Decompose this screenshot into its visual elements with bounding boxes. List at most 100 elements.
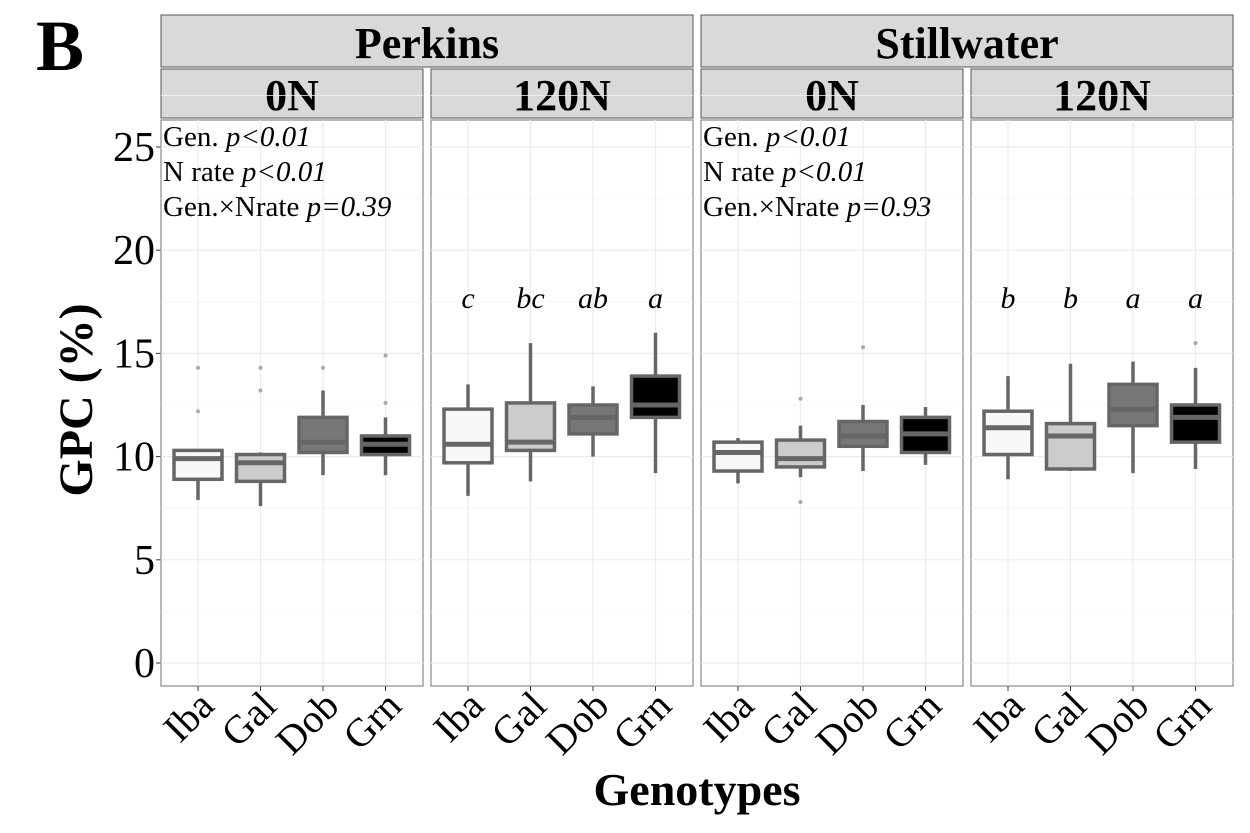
x-tick-label: Gal bbox=[752, 683, 825, 756]
y-tick-label: 0 bbox=[134, 641, 155, 687]
anova-annotation: Gen.×Nrate p=0.39 bbox=[163, 191, 392, 223]
outlier-point bbox=[383, 400, 388, 405]
box-iqr bbox=[297, 415, 349, 455]
panel-background bbox=[160, 119, 424, 687]
x-tick-label: Gal bbox=[212, 683, 285, 756]
anova-term: Gen. bbox=[703, 121, 766, 153]
significance-letter: ab bbox=[578, 282, 608, 315]
x-tick-label: Grn bbox=[604, 683, 680, 759]
x-tick-label: Grn bbox=[874, 683, 950, 759]
y-axis-label: GPC (%) bbox=[50, 303, 103, 496]
y-tick-label: 25 bbox=[113, 125, 155, 171]
facet-strip-location bbox=[160, 14, 694, 68]
anova-annotation: N rate p<0.01 bbox=[163, 156, 327, 188]
significance-letter: bc bbox=[516, 282, 544, 315]
box-dob bbox=[837, 345, 889, 472]
panel-background bbox=[700, 119, 964, 687]
facet-strip-nrate bbox=[430, 68, 694, 119]
anova-p-value: p=0.93 bbox=[845, 191, 932, 223]
y-tick-label: 10 bbox=[113, 435, 155, 481]
outlier-point bbox=[383, 353, 388, 358]
panel-perkins-0n bbox=[160, 95, 424, 687]
box-iqr bbox=[712, 440, 764, 473]
facet-strip-nrate bbox=[160, 68, 424, 119]
box-iqr bbox=[982, 409, 1034, 457]
anova-p-value: p<0.01 bbox=[224, 121, 311, 153]
box-iqr bbox=[442, 407, 494, 465]
box-gal bbox=[1044, 363, 1097, 472]
anova-term: Gen.×Nrate bbox=[703, 191, 847, 223]
anova-p-value: p<0.01 bbox=[780, 156, 867, 188]
x-tick-label: Iba bbox=[694, 682, 762, 750]
facet-location-label: Perkins bbox=[355, 19, 499, 68]
x-tick-label: Dob bbox=[807, 683, 888, 764]
box-iqr bbox=[1169, 403, 1222, 444]
facet-strip-location bbox=[700, 14, 1234, 68]
facet-strip-nrate bbox=[970, 68, 1234, 119]
box-grn bbox=[899, 407, 952, 465]
facet-strip-nrate bbox=[700, 68, 964, 119]
outlier-point bbox=[798, 396, 803, 401]
x-tick-label: Iba bbox=[424, 682, 492, 750]
anova-term: Gen. bbox=[163, 121, 226, 153]
x-tick-label: Gal bbox=[1022, 683, 1095, 756]
significance-letter: b bbox=[1063, 282, 1078, 315]
outlier-point bbox=[1193, 341, 1198, 346]
box-gal bbox=[234, 365, 287, 507]
panel-perkins-120n: c bc ab a bbox=[430, 95, 694, 687]
panel-stillwater-0n bbox=[700, 95, 964, 687]
box-iqr bbox=[774, 438, 827, 469]
box-dob bbox=[567, 386, 619, 457]
x-tick-label: Gal bbox=[482, 683, 555, 756]
y-tick-label: 5 bbox=[134, 538, 155, 584]
box-grn bbox=[629, 332, 682, 474]
anova-p-value: p<0.01 bbox=[764, 121, 851, 153]
box-iqr bbox=[1107, 382, 1159, 428]
outlier-point bbox=[258, 365, 263, 370]
box-grn bbox=[359, 353, 412, 476]
y-tick-label: 15 bbox=[113, 331, 155, 377]
anova-term: N rate bbox=[703, 156, 782, 188]
anova-term: Gen.×Nrate bbox=[163, 191, 307, 223]
x-tick-label: Iba bbox=[154, 682, 222, 750]
box-iqr bbox=[629, 374, 682, 420]
box-iqr bbox=[172, 448, 224, 482]
anova-annotation: Gen. p<0.01 bbox=[703, 121, 851, 153]
anova-p-value: p=0.39 bbox=[305, 191, 392, 223]
outlier-point bbox=[798, 500, 803, 505]
anova-p-value: p<0.01 bbox=[240, 156, 327, 188]
significance-letter: a bbox=[1126, 282, 1141, 315]
y-tick-label: 20 bbox=[113, 228, 155, 274]
outlier-point bbox=[321, 365, 325, 370]
box-iqr bbox=[1044, 421, 1097, 471]
panel-letter: B bbox=[36, 6, 84, 86]
x-tick-label: Dob bbox=[1077, 683, 1158, 764]
anova-term: N rate bbox=[163, 156, 242, 188]
outlier-point bbox=[861, 345, 865, 350]
outlier-point bbox=[196, 365, 200, 370]
box-gal bbox=[774, 396, 827, 505]
anova-annotation: N rate p<0.01 bbox=[703, 156, 867, 188]
x-tick-label: Dob bbox=[267, 683, 348, 764]
box-iba bbox=[712, 438, 764, 484]
significance-letter: a bbox=[1188, 282, 1203, 315]
box-iba bbox=[442, 384, 494, 496]
x-tick-label: Grn bbox=[334, 683, 410, 759]
box-dob bbox=[1107, 361, 1159, 474]
anova-annotation: Gen.×Nrate p=0.93 bbox=[703, 191, 931, 223]
significance-letter: c bbox=[461, 282, 474, 315]
box-iba bbox=[172, 365, 224, 500]
facet-location-label: Stillwater bbox=[875, 19, 1058, 68]
box-iba bbox=[982, 376, 1034, 480]
box-gal bbox=[504, 343, 557, 482]
outlier-point bbox=[258, 388, 263, 393]
x-tick-label: Iba bbox=[964, 682, 1032, 750]
box-grn bbox=[1169, 341, 1222, 469]
box-dob bbox=[297, 365, 349, 476]
significance-letter: a bbox=[648, 282, 663, 315]
significance-letter: b bbox=[1001, 282, 1016, 315]
x-tick-label: Dob bbox=[537, 683, 618, 764]
